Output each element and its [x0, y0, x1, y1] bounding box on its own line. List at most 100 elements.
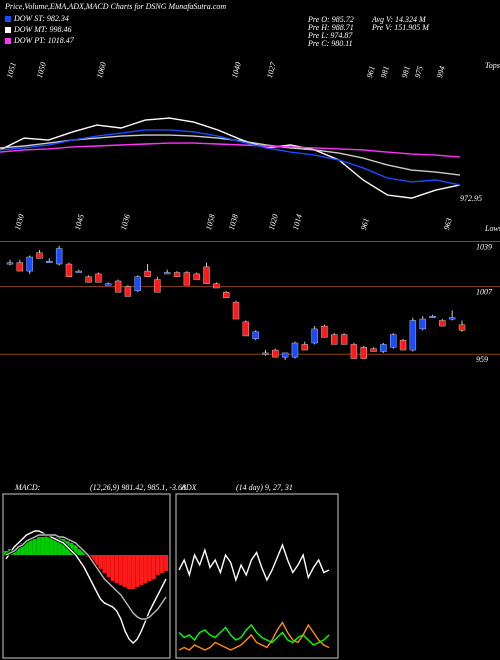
histogram-bar [118, 555, 123, 585]
histogram-bar [102, 555, 107, 573]
candle-body [340, 334, 348, 345]
level-label: 1007 [476, 287, 493, 296]
candle-body [65, 263, 73, 277]
histogram-bar [90, 555, 95, 561]
info-prev: Pre H: 988.71 [307, 23, 354, 32]
info-prev: Pre L: 974.87 [307, 31, 353, 40]
info-volume: Pre V: 151.905 M [371, 23, 430, 32]
candle-body [399, 340, 407, 351]
top-label: 1060 [95, 61, 108, 79]
histogram-bar [127, 555, 132, 589]
histogram-bar [122, 555, 127, 587]
series-line [0, 117, 461, 199]
level-label: 1039 [476, 242, 492, 251]
series-line [5, 530, 167, 644]
series-line [178, 623, 330, 646]
candle-body [134, 276, 141, 292]
histogram-bar [147, 555, 152, 581]
candle-body [164, 272, 171, 275]
candle-body [95, 273, 102, 283]
candle-body [321, 325, 328, 338]
top-label: 1027 [265, 60, 278, 79]
series-line [178, 621, 330, 651]
top-label: 1051 [5, 61, 18, 79]
info-volume: Avg V: 14.324 M [371, 15, 427, 24]
candle-body [232, 301, 240, 320]
histogram-bar [143, 555, 148, 583]
low-label: 1030 [13, 213, 26, 231]
histogram-bar [106, 555, 111, 577]
histogram-bar [53, 537, 58, 555]
top-label: 961 [365, 65, 377, 79]
low-label: 1014 [291, 213, 304, 231]
histogram-bar [4, 551, 8, 555]
candle-body [222, 292, 230, 299]
low-label: 961 [359, 217, 371, 231]
histogram-bar [159, 555, 164, 573]
histogram-bar [151, 555, 156, 579]
histogram-bar [20, 543, 25, 555]
histogram-bar [77, 549, 82, 555]
histogram-bar [73, 545, 78, 555]
candle-body [26, 256, 33, 272]
info-prev: Pre O: 985.72 [307, 15, 354, 24]
series-line [0, 142, 461, 158]
candle-body [272, 349, 279, 358]
histogram-bar [32, 539, 37, 555]
candle-body [173, 272, 181, 277]
histogram-bar [28, 539, 33, 555]
candle-body [193, 273, 200, 280]
series-line [5, 534, 167, 620]
histogram-bar [45, 535, 50, 555]
series-line [178, 543, 330, 583]
info-prev: Pre C: 980.11 [307, 39, 353, 48]
candle-body [213, 283, 220, 289]
candle-body [429, 316, 436, 318]
legend-swatch [5, 16, 11, 22]
top-label: 1040 [230, 61, 243, 79]
tops-title: Tops [485, 61, 500, 70]
top-label: 994 [435, 65, 447, 79]
histogram-bar [164, 555, 168, 571]
legend-label: DOW ST: 982.34 [13, 14, 69, 23]
histogram-bar [114, 555, 119, 583]
candle-body [144, 270, 151, 277]
price-label: 972.95 [460, 194, 482, 203]
histogram-bar [139, 555, 144, 585]
candle-body [203, 266, 210, 284]
candle-body [85, 276, 92, 283]
top-label: 981 [379, 65, 391, 79]
candle-body [291, 342, 299, 358]
candle-body [105, 283, 112, 286]
histogram-bar [110, 555, 115, 581]
low-label: 1036 [119, 213, 132, 231]
macd-label: MACD: [14, 483, 41, 492]
candle-body [390, 334, 397, 348]
candle-body [458, 324, 466, 331]
candle-body [419, 318, 426, 330]
header-title: Price,Volume,EMA,ADX,MACD Charts for DSN… [4, 2, 226, 11]
macd-params: (12,26,9) 981.42, 985.1, -3.68 [90, 483, 186, 492]
candle-body [262, 352, 269, 355]
histogram-bar [57, 537, 62, 555]
candle-body [183, 272, 191, 286]
histogram-bar [49, 535, 54, 555]
candle-body [439, 320, 446, 327]
top-label: 1050 [35, 61, 48, 79]
candle-body [6, 262, 14, 265]
histogram-bar [24, 541, 29, 555]
legend-swatch [5, 27, 11, 33]
low-label: 1038 [227, 213, 240, 231]
low-label: 1045 [73, 213, 86, 231]
candle-body [350, 344, 358, 359]
series-line [0, 129, 461, 186]
low-label: 1058 [204, 213, 217, 231]
candle-body [281, 352, 289, 358]
candle-body [409, 320, 417, 351]
histogram-bar [94, 555, 99, 565]
candle-body [114, 280, 122, 293]
candle-body [16, 262, 24, 272]
